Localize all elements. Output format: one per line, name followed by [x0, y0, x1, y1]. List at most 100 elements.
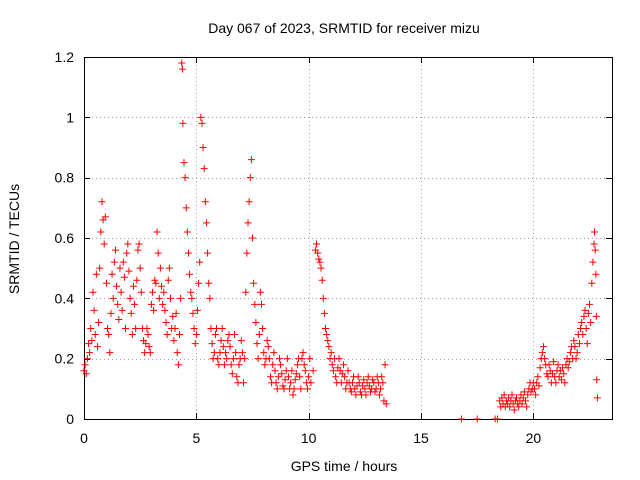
data-point — [581, 306, 589, 314]
y-tick-label: 0 — [66, 411, 74, 427]
data-point — [593, 376, 601, 384]
data-point — [257, 300, 265, 308]
data-point — [91, 331, 99, 339]
data-point — [541, 355, 549, 363]
data-point — [205, 279, 213, 287]
data-point — [265, 355, 273, 363]
data-point — [341, 373, 349, 381]
data-point — [237, 337, 245, 345]
grid-lines — [84, 57, 612, 419]
data-point — [571, 343, 579, 351]
data-point — [93, 343, 101, 351]
data-point — [186, 270, 194, 278]
data-point — [299, 349, 307, 357]
data-point — [535, 382, 543, 390]
data-point — [269, 361, 277, 369]
data-point — [251, 300, 259, 308]
tick-labels: 0 0.2 0.4 0.6 0.8 1 1.2 0 5 10 15 20 — [55, 49, 542, 446]
data-point — [381, 361, 389, 369]
data-point — [318, 276, 326, 284]
data-point — [575, 340, 583, 348]
data-point — [550, 358, 558, 366]
data-point — [313, 240, 321, 248]
data-point — [564, 364, 572, 372]
data-point — [572, 355, 580, 363]
data-point — [183, 228, 191, 236]
data-point — [219, 343, 227, 351]
data-point — [159, 300, 167, 308]
data-point — [580, 312, 588, 320]
data-point — [161, 306, 169, 314]
data-point — [329, 367, 337, 375]
data-point — [89, 288, 97, 296]
data-point — [182, 204, 190, 212]
data-point — [305, 373, 313, 381]
data-point — [539, 343, 547, 351]
data-point — [565, 358, 573, 366]
data-point — [544, 373, 552, 381]
data-point — [156, 264, 164, 272]
data-point — [184, 249, 192, 257]
data-point — [293, 361, 301, 369]
data-point — [379, 379, 387, 387]
data-point — [287, 379, 295, 387]
data-point — [538, 349, 546, 357]
data-point — [518, 400, 526, 408]
data-point — [536, 364, 544, 372]
data-point — [473, 415, 481, 423]
data-point — [278, 370, 286, 378]
data-point — [111, 246, 119, 254]
data-point — [323, 331, 331, 339]
data-point — [87, 325, 95, 332]
y-tick-label: 0.4 — [55, 290, 75, 306]
data-point — [136, 264, 144, 272]
data-point — [81, 361, 89, 369]
data-point — [226, 343, 234, 351]
data-point — [256, 288, 264, 296]
data-point — [290, 385, 298, 393]
data-point — [188, 294, 196, 302]
data-point — [510, 406, 518, 414]
data-point — [192, 331, 200, 339]
data-point — [126, 294, 134, 302]
data-point — [106, 349, 114, 357]
data-point — [324, 337, 332, 345]
data-point — [214, 355, 222, 363]
data-point — [591, 246, 599, 254]
data-point — [84, 340, 92, 348]
data-point — [304, 385, 312, 393]
x-tick-label: 0 — [80, 430, 88, 446]
data-points — [80, 59, 601, 423]
data-point — [520, 388, 528, 396]
data-point — [197, 113, 205, 121]
data-point — [240, 379, 248, 387]
data-point — [173, 349, 181, 357]
data-point — [534, 373, 542, 381]
data-point — [95, 318, 103, 326]
data-point — [521, 397, 529, 405]
data-point — [242, 288, 250, 296]
data-point — [164, 276, 172, 284]
data-point — [231, 331, 239, 339]
data-point — [110, 258, 118, 266]
data-point — [590, 228, 598, 236]
data-point — [250, 279, 258, 287]
data-point — [180, 159, 188, 167]
data-point — [254, 355, 262, 363]
data-point — [146, 349, 154, 357]
data-point — [137, 288, 145, 296]
data-point — [117, 288, 125, 296]
data-point — [270, 349, 278, 357]
data-point — [322, 325, 330, 332]
x-tick-label: 20 — [526, 430, 542, 446]
data-point — [134, 246, 142, 254]
data-point — [369, 376, 377, 384]
data-point — [127, 309, 135, 317]
data-point — [102, 279, 110, 287]
data-point — [584, 309, 592, 317]
data-point — [506, 403, 514, 411]
y-tick-label: 0.6 — [55, 230, 75, 246]
data-point — [289, 391, 297, 399]
data-point — [193, 306, 201, 314]
